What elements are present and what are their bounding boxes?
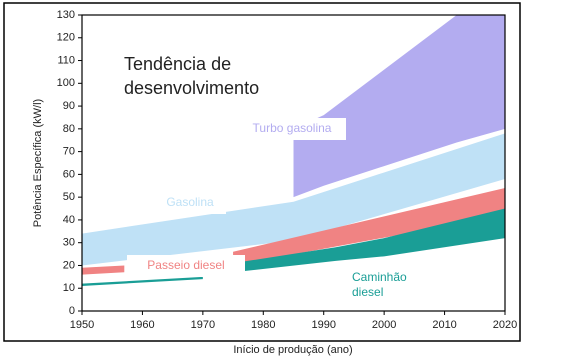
y-tick-label: 50 xyxy=(63,191,75,203)
band-area xyxy=(82,133,505,266)
x-tick-label: 1980 xyxy=(251,319,275,331)
y-tick-label: 120 xyxy=(57,32,75,44)
annotation: desenvolvimento xyxy=(124,78,259,98)
y-tick-label: 0 xyxy=(69,305,75,317)
y-tick-label: 60 xyxy=(63,168,75,180)
band-area xyxy=(82,276,203,286)
x-tick-label: 1950 xyxy=(70,319,94,331)
band-area xyxy=(82,265,125,275)
frame xyxy=(3,2,521,342)
y-tick-label: 110 xyxy=(57,54,75,66)
y-tick-label: 80 xyxy=(63,123,75,135)
y-tick-label: 100 xyxy=(57,77,75,89)
band-area xyxy=(293,15,505,198)
legend-label: Caminhão xyxy=(352,270,407,284)
plot-frame xyxy=(81,14,506,312)
y-tick-label: 70 xyxy=(63,146,75,158)
label-box xyxy=(127,255,245,277)
label-box xyxy=(154,192,226,214)
y-tick-label: 30 xyxy=(63,237,75,249)
y-tick-label: 20 xyxy=(63,259,75,271)
legend-label: Turbo gasolina xyxy=(253,121,332,135)
legend-label: diesel xyxy=(352,285,383,299)
x-tick-label: 2010 xyxy=(432,319,456,331)
band-area xyxy=(233,208,506,273)
x-axis-label: Início de produção (ano) xyxy=(233,344,352,356)
y-tick-label: 90 xyxy=(63,100,75,112)
y-axis-label: Potência Específica (kW/l) xyxy=(32,99,44,227)
annotation: Tendência de xyxy=(124,54,231,74)
y-tick-label: 10 xyxy=(63,282,75,294)
x-tick-label: 1990 xyxy=(311,319,335,331)
legend-label: Gasolina xyxy=(166,195,214,209)
x-tick-label: 2020 xyxy=(493,319,517,331)
y-tick-label: 40 xyxy=(63,214,75,226)
label-box xyxy=(238,118,346,140)
x-tick-label: 2000 xyxy=(372,319,396,331)
x-tick-label: 1960 xyxy=(130,319,154,331)
y-tick-label: 130 xyxy=(57,9,75,21)
legend-label: Passeio diesel xyxy=(147,258,224,272)
bands xyxy=(82,15,506,286)
band-area xyxy=(233,188,506,266)
x-tick-label: 1970 xyxy=(191,319,215,331)
